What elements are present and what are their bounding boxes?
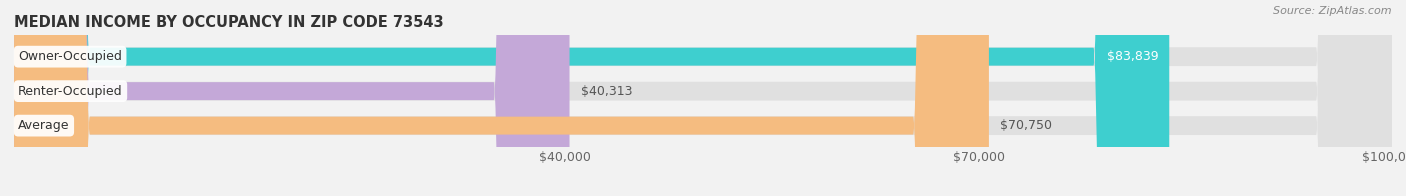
Text: Renter-Occupied: Renter-Occupied [18,85,122,98]
Text: Average: Average [18,119,70,132]
FancyBboxPatch shape [14,0,569,196]
FancyBboxPatch shape [14,0,988,196]
Text: Owner-Occupied: Owner-Occupied [18,50,122,63]
FancyBboxPatch shape [14,0,1392,196]
FancyBboxPatch shape [14,0,1392,196]
Text: Source: ZipAtlas.com: Source: ZipAtlas.com [1274,6,1392,16]
FancyBboxPatch shape [14,0,1392,196]
Text: $83,839: $83,839 [1107,50,1159,63]
Text: $70,750: $70,750 [1000,119,1052,132]
Text: $40,313: $40,313 [581,85,633,98]
FancyBboxPatch shape [14,0,1170,196]
Text: MEDIAN INCOME BY OCCUPANCY IN ZIP CODE 73543: MEDIAN INCOME BY OCCUPANCY IN ZIP CODE 7… [14,15,444,30]
